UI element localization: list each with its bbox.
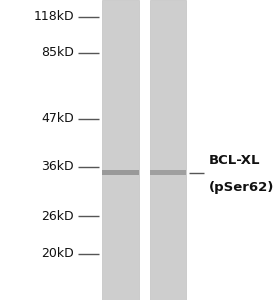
Text: 118kD: 118kD	[34, 10, 74, 23]
Bar	[102, 170, 139, 175]
Text: (pSer62): (pSer62)	[209, 181, 274, 194]
Text: BCL-XL: BCL-XL	[209, 154, 260, 167]
Text: 47kD: 47kD	[41, 112, 74, 125]
Text: 36kD: 36kD	[41, 160, 74, 173]
Bar	[150, 0, 186, 300]
Bar	[102, 0, 139, 300]
Text: 20kD: 20kD	[41, 247, 74, 260]
Bar	[150, 170, 186, 175]
Text: 26kD: 26kD	[41, 209, 74, 223]
Text: 85kD: 85kD	[41, 46, 74, 59]
